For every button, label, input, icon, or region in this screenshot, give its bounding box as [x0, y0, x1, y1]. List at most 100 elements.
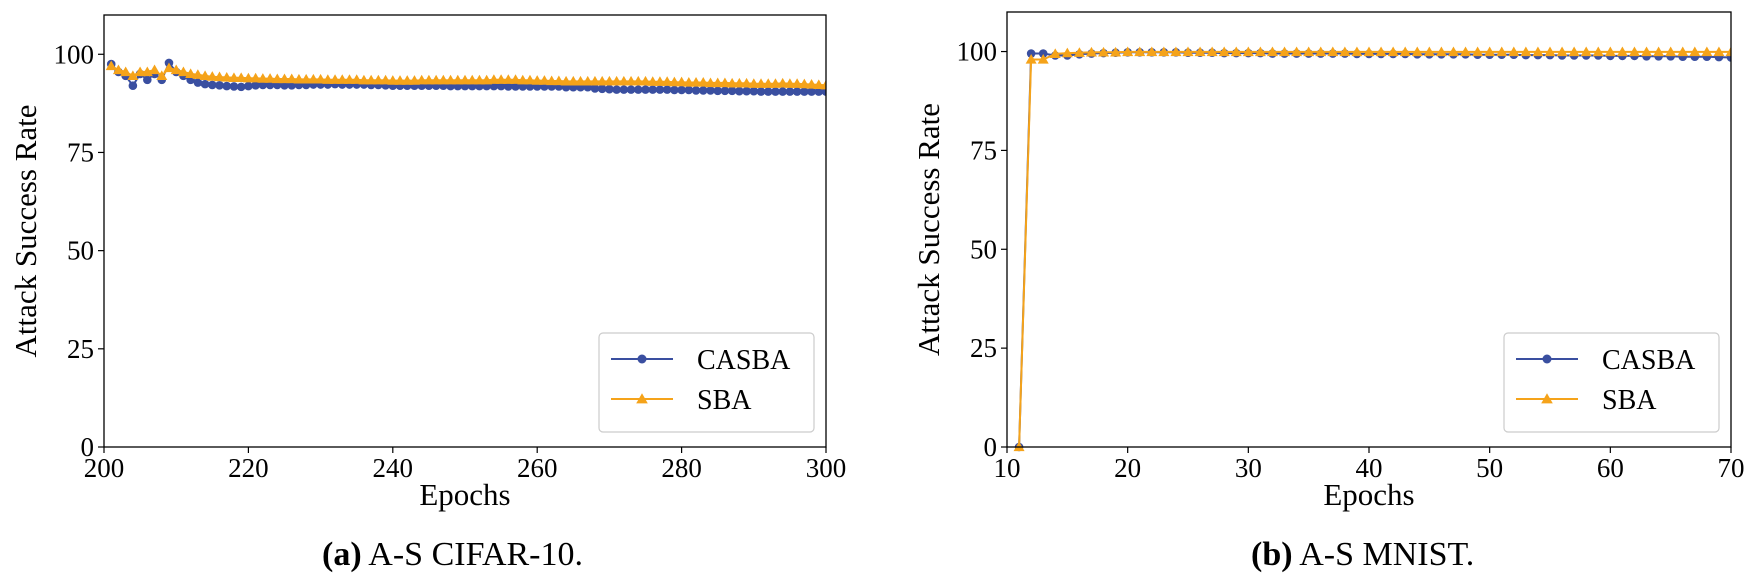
point-sba [452, 74, 464, 85]
point-sba [206, 71, 218, 81]
legend-marker-sba [1541, 393, 1553, 404]
point-casba [251, 80, 260, 90]
point-sba [1025, 53, 1037, 64]
point-casba [208, 80, 217, 90]
point-casba [200, 79, 210, 89]
caption-b-text: A-S MNIST. [1299, 536, 1475, 573]
point-sba [228, 72, 240, 82]
point-sba [1496, 46, 1508, 57]
point-sba [170, 64, 182, 75]
point-sba [777, 77, 789, 88]
x-tick-label: 280 [661, 453, 702, 483]
point-casba [684, 85, 694, 95]
point-sba [538, 75, 550, 85]
point-sba [1628, 46, 1640, 57]
point-sba [625, 75, 637, 86]
caption-a-text: A-S CIFAR-10. [368, 536, 584, 573]
point-sba [408, 75, 420, 85]
point-casba [720, 86, 730, 96]
legend-label-sba: SBA [697, 385, 752, 416]
point-sba [618, 75, 630, 86]
point-sba [250, 72, 262, 83]
point-casba [778, 87, 787, 96]
point-sba [242, 72, 254, 83]
legend-box [1503, 332, 1720, 433]
point-sba [806, 79, 818, 89]
point-casba [641, 85, 650, 94]
point-sba [365, 74, 377, 85]
point-sba [1689, 46, 1701, 57]
point-casba [143, 75, 152, 85]
point-casba [807, 87, 816, 96]
point-sba [1604, 46, 1616, 57]
x-tick-label: 70 [1718, 453, 1745, 483]
point-sba [1170, 46, 1182, 57]
point-sba [1110, 46, 1122, 57]
legend-label-casba: CASBA [697, 345, 791, 376]
point-casba [800, 87, 809, 96]
point-sba [784, 78, 796, 88]
point-casba [244, 81, 253, 91]
point-sba [647, 76, 659, 86]
legend-marker-sba [636, 393, 648, 404]
point-casba [511, 82, 520, 91]
point-casba [597, 84, 607, 94]
point-sba [423, 74, 435, 85]
plot-area-a [105, 58, 826, 96]
point-sba [372, 74, 384, 85]
point-sba [1098, 46, 1110, 57]
point-sba [1592, 46, 1604, 57]
point-sba [654, 76, 666, 86]
point-sba [683, 77, 695, 87]
point-sba [1206, 46, 1218, 57]
point-sba [1484, 46, 1496, 57]
caption-a-tag: (a) [322, 536, 362, 573]
point-casba [670, 85, 679, 95]
point-casba [785, 87, 795, 96]
point-sba [1303, 46, 1315, 57]
point-sba [358, 74, 370, 85]
point-sba [466, 74, 478, 85]
legend-marker-casba [1542, 354, 1552, 364]
x-tick-label: 50 [1476, 453, 1503, 483]
legend-box [598, 332, 815, 433]
point-sba [105, 60, 117, 71]
point-sba [1049, 48, 1061, 59]
point-sba [1061, 47, 1073, 58]
point-sba [582, 75, 594, 86]
x-tick-label: 10 [994, 453, 1021, 483]
point-sba [199, 70, 211, 80]
point-sba [1532, 46, 1544, 57]
point-sba [596, 75, 608, 86]
point-sba [163, 62, 175, 73]
point-sba [1279, 46, 1291, 57]
point-sba [1677, 46, 1689, 57]
point-sba [560, 75, 572, 86]
x-tick-label: 40 [1356, 453, 1383, 483]
x-tick-label: 300 [806, 453, 847, 483]
chart-a: 200 220 240 260 280 300 0 25 50 75 100 Epochs Attack… [8, 14, 847, 512]
point-sba [1037, 53, 1049, 64]
point-casba [280, 80, 289, 90]
point-sba [510, 74, 522, 84]
point-sba [1291, 46, 1303, 57]
point-sba [112, 64, 124, 75]
point-sba [495, 74, 507, 84]
point-sba [192, 69, 204, 79]
point-sba [712, 77, 724, 88]
point-casba [605, 84, 614, 94]
point-sba [149, 64, 161, 75]
y-tick-label: 50 [970, 234, 997, 264]
point-sba [257, 73, 269, 83]
legend-marker-casba [637, 354, 647, 364]
point-sba [1472, 46, 1484, 57]
point-sba [1073, 47, 1085, 57]
point-sba [798, 78, 810, 89]
y-tick-label: 100 [957, 37, 998, 67]
point-sba [134, 66, 146, 77]
point-sba [481, 74, 493, 85]
x-axis-label: Epochs [419, 477, 510, 512]
caption-b-tag: (b) [1251, 536, 1293, 573]
point-casba [193, 78, 203, 87]
point-sba [1134, 46, 1146, 57]
